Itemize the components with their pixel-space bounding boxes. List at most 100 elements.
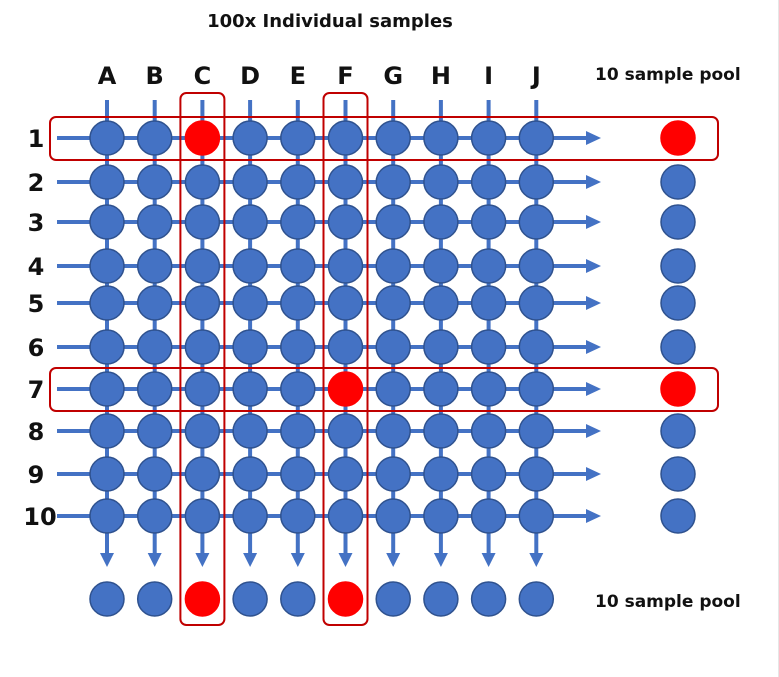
sample-D2 [232,164,268,200]
sample-J7 [518,371,555,407]
sample-D5 [232,285,268,321]
sample-G1 [375,120,411,156]
row-pool-9 [660,456,696,492]
column-arrow-icon [433,553,448,567]
row-label: 7 [28,376,45,404]
sample-B10 [136,498,173,534]
row-label: 5 [28,290,45,318]
row-label: 6 [28,334,45,362]
sample-E2 [280,164,316,200]
sample-C10 [184,498,221,534]
column-pool-F [327,581,364,617]
row-label: 1 [28,125,45,153]
right-pool-label: 10 sample pool [595,65,741,85]
column-label: I [484,62,493,90]
sample-J6 [518,329,555,365]
positive-column-box-F [322,92,369,626]
sample-J2 [518,164,555,200]
column-arrow-icon [529,553,544,567]
row-arrow-icon [586,296,601,310]
sample-I2 [470,164,507,200]
sample-F9 [327,456,364,492]
sample-A2 [89,164,125,200]
row-arrow-icon [586,175,601,189]
sample-F10 [327,498,364,534]
sample-H10 [423,498,459,534]
sample-D1 [232,120,268,156]
sample-C5 [184,285,221,321]
sample-B3 [136,204,173,240]
sample-H5 [423,285,459,321]
row-arrow-icon [586,131,601,145]
sample-I1 [470,120,507,156]
sample-C3 [184,204,221,240]
positive-column-box-C [179,92,226,626]
sample-F5 [327,285,364,321]
sample-C7 [184,371,221,407]
row-label: 3 [28,209,45,237]
sample-D4 [232,248,268,284]
sample-F6 [327,329,364,365]
column-label: J [530,62,541,90]
sample-E10 [280,498,316,534]
sample-E4 [280,248,316,284]
column-arrow-icon [290,553,305,567]
sample-D3 [232,204,268,240]
row-pool-10 [660,498,696,534]
row-pool-8 [660,413,696,449]
positive-sample-F7 [327,371,364,407]
sample-I10 [470,498,507,534]
sample-C4 [184,248,221,284]
row-pool-3 [660,204,696,240]
row-arrow-icon [586,382,601,396]
sample-B1 [136,120,173,156]
column-label: G [383,62,403,90]
row-arrow-icon [586,215,601,229]
sample-F1 [327,120,364,156]
sample-G8 [375,413,411,449]
sample-A1 [89,120,125,156]
column-pool-G [375,581,411,617]
sample-G2 [375,164,411,200]
sample-G10 [375,498,411,534]
row-label: 2 [28,169,45,197]
sample-J10 [518,498,555,534]
sample-B9 [136,456,173,492]
sample-F8 [327,413,364,449]
row-arrow-icon [586,340,601,354]
column-pool-E [280,581,316,617]
sample-D8 [232,413,268,449]
sample-F4 [327,248,364,284]
column-arrow-icon [243,553,258,567]
sample-G9 [375,456,411,492]
row-pool-5 [660,285,696,321]
sample-A10 [89,498,125,534]
sample-F3 [327,204,364,240]
sample-D7 [232,371,268,407]
column-arrow-icon [147,553,162,567]
sample-I4 [470,248,507,284]
column-label: F [337,62,353,90]
column-pool-H [423,581,459,617]
column-label: E [290,62,306,90]
sample-H3 [423,204,459,240]
row-arrow-icon [586,259,601,273]
column-arrow-icon [100,553,114,567]
sample-E9 [280,456,316,492]
row-pool-1 [660,120,696,156]
sample-D6 [232,329,268,365]
sample-J4 [518,248,555,284]
sample-E6 [280,329,316,365]
sample-I5 [470,285,507,321]
row-arrow-icon [586,509,601,523]
row-arrow-icon [586,467,601,481]
sample-I6 [470,329,507,365]
sample-H7 [423,371,459,407]
sample-E3 [280,204,316,240]
row-label: 4 [28,253,45,281]
sample-C6 [184,329,221,365]
diagram-title: 100x Individual samples [207,11,453,32]
sample-B7 [136,371,173,407]
